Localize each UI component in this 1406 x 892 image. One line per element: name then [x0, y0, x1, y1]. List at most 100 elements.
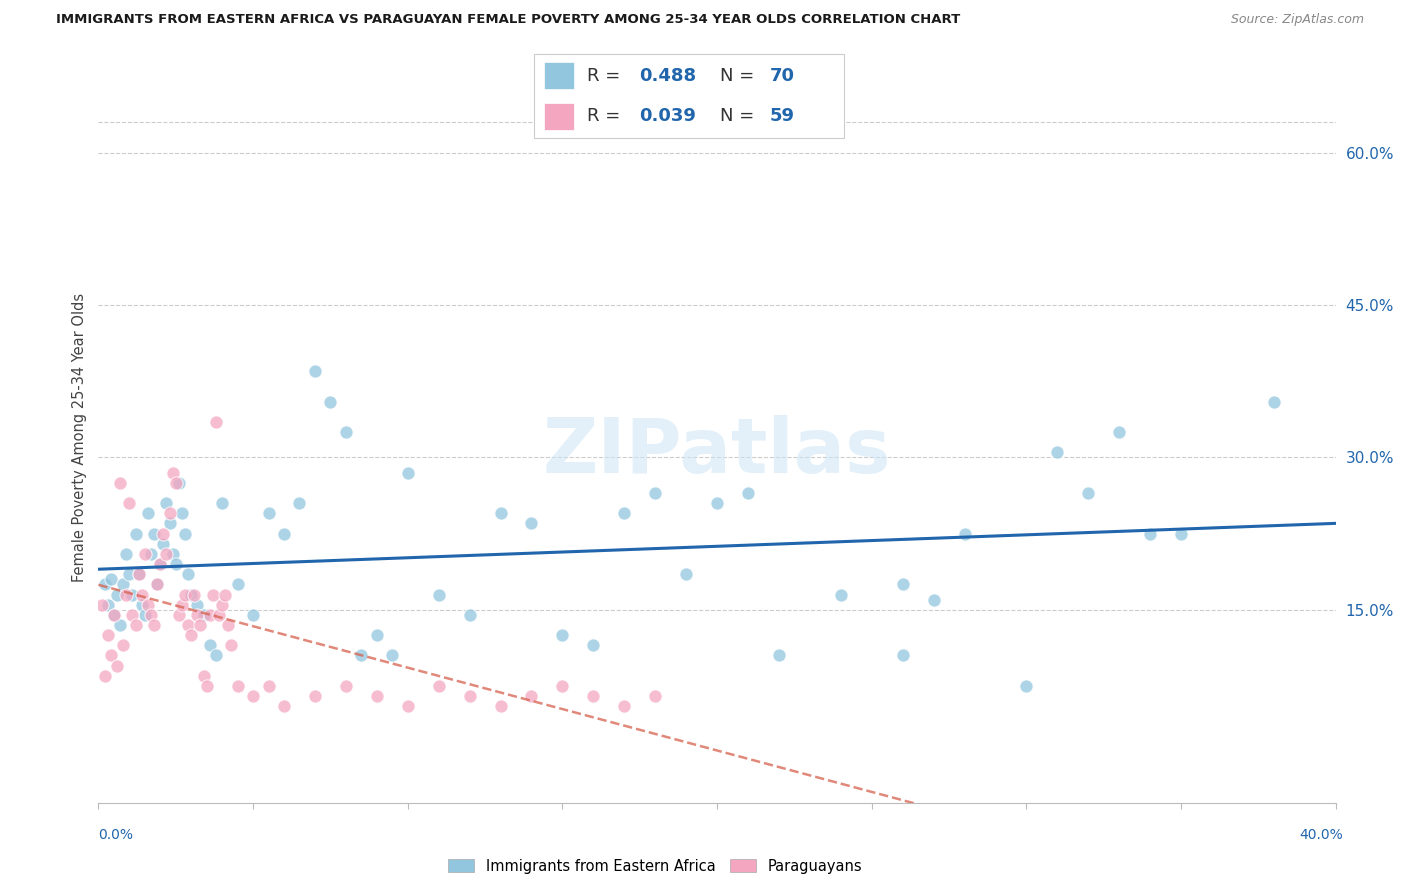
Point: [366, 689, 388, 703]
Point: [891, 648, 914, 663]
Point: [1046, 445, 1069, 459]
FancyBboxPatch shape: [544, 62, 575, 89]
Point: [217, 618, 239, 632]
Point: [273, 699, 295, 714]
Point: [105, 588, 128, 602]
Point: [90, 598, 112, 612]
Point: [319, 394, 342, 409]
Point: [288, 496, 311, 510]
Point: [186, 598, 208, 612]
Point: [242, 607, 264, 622]
Point: [112, 577, 135, 591]
Point: [97, 598, 120, 612]
Point: [675, 567, 697, 582]
Point: [124, 526, 146, 541]
Point: [1170, 526, 1192, 541]
Point: [159, 516, 181, 531]
Point: [103, 607, 125, 622]
Point: [1139, 526, 1161, 541]
Point: [134, 547, 156, 561]
Point: [205, 648, 228, 663]
Point: [304, 689, 326, 703]
Point: [115, 547, 138, 561]
Point: [273, 526, 295, 541]
Point: [706, 496, 728, 510]
Point: [226, 577, 249, 591]
Point: [208, 607, 231, 622]
Point: [458, 607, 481, 622]
Point: [93, 577, 115, 591]
Point: [180, 628, 202, 642]
Point: [427, 679, 450, 693]
Point: [136, 598, 159, 612]
Point: [159, 506, 181, 520]
Point: [335, 425, 357, 439]
Point: [174, 588, 197, 602]
Point: [152, 537, 174, 551]
Point: [165, 557, 187, 571]
Point: [350, 648, 373, 663]
Point: [214, 588, 236, 602]
Point: [121, 588, 143, 602]
Point: [458, 689, 481, 703]
Point: [143, 618, 166, 632]
Point: [165, 475, 187, 490]
Point: [304, 364, 326, 378]
Text: 59: 59: [769, 107, 794, 125]
Point: [167, 475, 190, 490]
FancyBboxPatch shape: [534, 54, 844, 138]
Point: [211, 598, 233, 612]
Point: [242, 689, 264, 703]
Point: [146, 577, 169, 591]
Point: [143, 526, 166, 541]
Point: [105, 658, 128, 673]
Text: ZIPatlas: ZIPatlas: [543, 415, 891, 489]
Point: [103, 607, 125, 622]
Point: [112, 638, 135, 652]
Point: [118, 567, 141, 582]
Point: [128, 567, 150, 582]
Point: [1015, 679, 1038, 693]
Point: [427, 588, 450, 602]
Point: [1263, 394, 1285, 409]
Point: [1108, 425, 1130, 439]
Point: [108, 618, 131, 632]
Point: [93, 669, 115, 683]
Point: [149, 557, 172, 571]
Point: [162, 547, 184, 561]
Point: [551, 628, 574, 642]
Point: [922, 592, 945, 607]
Legend: Immigrants from Eastern Africa, Paraguayans: Immigrants from Eastern Africa, Paraguay…: [441, 853, 869, 880]
Point: [489, 506, 512, 520]
Point: [582, 689, 605, 703]
Point: [520, 516, 543, 531]
Point: [170, 506, 193, 520]
Point: [737, 486, 759, 500]
Point: [190, 618, 212, 632]
Point: [193, 669, 215, 683]
Point: [170, 598, 193, 612]
Point: [131, 588, 153, 602]
Point: [193, 607, 215, 622]
Point: [118, 496, 141, 510]
Point: [366, 628, 388, 642]
Point: [520, 689, 543, 703]
Point: [174, 526, 197, 541]
Text: R =: R =: [586, 107, 626, 125]
Point: [953, 526, 976, 541]
Point: [177, 618, 200, 632]
Point: [183, 588, 205, 602]
Y-axis label: Female Poverty Among 25-34 Year Olds: Female Poverty Among 25-34 Year Olds: [72, 293, 87, 582]
Point: [108, 475, 131, 490]
Point: [201, 588, 224, 602]
Point: [226, 679, 249, 693]
Point: [121, 607, 143, 622]
Point: [124, 618, 146, 632]
Point: [115, 588, 138, 602]
Point: [396, 466, 419, 480]
Point: [134, 607, 156, 622]
Point: [396, 699, 419, 714]
Text: 0.039: 0.039: [640, 107, 696, 125]
Text: Source: ZipAtlas.com: Source: ZipAtlas.com: [1230, 13, 1364, 27]
Point: [381, 648, 404, 663]
